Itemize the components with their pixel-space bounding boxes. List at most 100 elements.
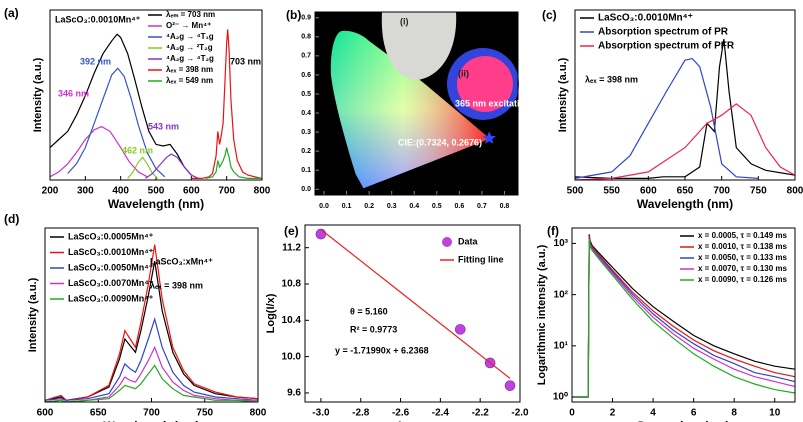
x-tick-label: -2.4: [432, 408, 450, 419]
annotation: 392 nm: [80, 56, 111, 66]
x-tick-label: 700: [143, 408, 160, 419]
annotation: 703 nm: [230, 56, 261, 66]
panel-label: (a): [4, 6, 19, 20]
legend-swatch: [442, 237, 452, 247]
x-axis-title: Wavelength (nm): [103, 419, 199, 422]
x-tick-label: 0.6: [454, 203, 464, 210]
annotation: y = -1.71990x + 6.2368: [335, 345, 429, 355]
legend-label: ⁴A₂g → ⁴T₁g: [166, 32, 214, 41]
x-tick-label: 600: [183, 186, 200, 197]
plot-frame: [314, 11, 519, 196]
annotation: (ii): [458, 68, 469, 78]
y-tick-label: 10.4: [282, 315, 302, 326]
x-tick-label: 2: [610, 408, 616, 419]
y-tick-label: 0.6: [301, 72, 311, 79]
plot-frame: [574, 9, 796, 181]
point-star: [482, 131, 496, 144]
x-tick-label: 0: [569, 408, 575, 419]
annotation: (i): [400, 16, 409, 26]
panel-label: (b): [286, 8, 301, 22]
series-line: [44, 244, 259, 401]
series-line: [44, 316, 259, 401]
y-tick-label: 0.9: [301, 15, 311, 22]
point: [315, 228, 327, 240]
y-tick-label: 9.6: [287, 388, 301, 399]
x-tick-label: -2.8: [352, 408, 370, 419]
annotation: λₑₓ = 398 nm: [150, 280, 203, 290]
x-tick-label: 500: [567, 186, 584, 197]
annotation: 543 nm: [148, 121, 179, 131]
legend-label: x = 0.0010, τ = 0.138 ms: [698, 242, 788, 251]
sample-glow: [457, 56, 513, 112]
panel-label: (e): [284, 224, 299, 238]
plot-frame: [571, 227, 796, 403]
y-tick-label: 10.8: [282, 279, 302, 290]
annotation: 462 nm: [122, 145, 153, 155]
legend-label: LaScO₃:0.0090Mn⁴⁺: [68, 293, 154, 303]
legend-label: Data: [458, 236, 479, 246]
x-tick-label: 6: [691, 408, 697, 419]
y-axis-title: Log(I/x): [265, 293, 277, 333]
y-tick-label: 0.7: [301, 53, 311, 60]
annotation: LaScO₃:xMn⁴⁺: [150, 256, 213, 266]
x-tick-label: 800: [787, 186, 803, 197]
legend-label: LaScO₃:0.0050Mn⁴⁺: [68, 262, 154, 272]
legend-label: LaScO₃:0.0005Mn⁴⁺: [68, 231, 154, 241]
legend-label: x = 0.0050, τ = 0.133 ms: [698, 253, 788, 262]
plot-frame: [49, 9, 263, 181]
series-line: [127, 156, 159, 179]
x-tick-label: 700: [218, 186, 235, 197]
y-tick-label: 0.8: [301, 34, 311, 41]
y-tick-label: 10²: [554, 289, 569, 300]
legend-label: LaScO₃:0.0010Mn⁴⁺: [598, 13, 693, 24]
x-tick-label: 0.5: [432, 203, 442, 210]
y-tick-label: 0.0: [301, 186, 311, 193]
y-tick-label: 10⁰: [553, 392, 568, 403]
legend-label: O²⁻ → Mn⁴⁺: [166, 21, 211, 30]
x-tick-label: 0.4: [409, 203, 419, 210]
x-tick-label: 0.3: [387, 203, 397, 210]
series-line: [44, 364, 259, 403]
series-line: [574, 103, 796, 181]
y-axis-title: Intensity (a.u.): [32, 57, 44, 132]
x-tick-label: 600: [37, 408, 54, 419]
plot-frame: [304, 224, 521, 403]
point: [504, 380, 516, 391]
y-axis-title: Intensity (a.u.): [557, 57, 569, 132]
x-tick-label: -2.6: [392, 408, 410, 419]
x-tick-label: 0.0: [319, 203, 329, 210]
y-tick-label: 11.2: [282, 242, 301, 253]
x-tick-label: 800: [250, 408, 267, 419]
series-line: [574, 57, 759, 179]
legend-label: x = 0.0005, τ = 0.149 ms: [698, 231, 788, 240]
y-tick-label: 0.3: [301, 129, 311, 136]
x-tick-label: 600: [640, 186, 657, 197]
annotation: λₑₓ = 398 nm: [585, 74, 638, 84]
x-tick-label: 200: [42, 186, 59, 197]
y-tick-label: 0.5: [301, 91, 311, 98]
point: [454, 324, 466, 335]
x-tick-label: 800: [254, 186, 271, 197]
y-tick-label: 0.2: [301, 148, 311, 155]
x-tick-label: 500: [148, 186, 165, 197]
legend-label: λₑₓ = 398 nm: [166, 65, 213, 74]
legend-label: x = 0.0070, τ = 0.130 ms: [698, 264, 788, 273]
y-axis-title: Logarithmic intensity (a.u.): [536, 244, 548, 385]
x-axis-title: Logx: [398, 419, 427, 422]
legend-label: λₑₘ = 703 nm: [166, 10, 215, 19]
series-line: [574, 39, 796, 179]
x-tick-label: 0.1: [342, 203, 352, 210]
series-line: [191, 29, 263, 179]
x-tick-label: 750: [750, 186, 767, 197]
y-tick-label: 10³: [554, 238, 569, 249]
y-axis-title: Intensity (a.u.): [27, 277, 39, 352]
panel-label: (f): [547, 224, 559, 238]
legend-label: x = 0.0090, τ = 0.126 ms: [698, 275, 788, 284]
annotation: 365 nm excitation: [455, 98, 531, 108]
x-tick-label: 750: [196, 408, 213, 419]
x-tick-label: 700: [713, 186, 730, 197]
x-axis-title: Decay time (ms): [637, 419, 729, 422]
x-tick-label: 650: [90, 408, 107, 419]
legend-label: LaScO₃:0.0010Mn⁴⁺: [68, 247, 154, 257]
